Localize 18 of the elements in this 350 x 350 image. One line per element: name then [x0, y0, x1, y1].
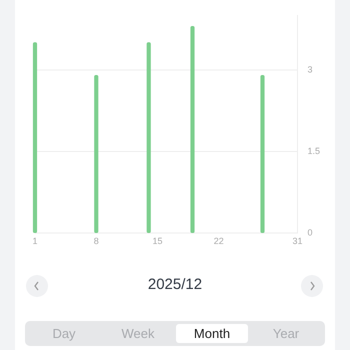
y-tick-label: 3	[307, 64, 313, 74]
y-tick-label: 0	[307, 228, 313, 238]
x-tick-label: 22	[214, 236, 224, 246]
text: Day	[51, 325, 77, 343]
y-tick-label: 1.5	[307, 146, 320, 156]
x-tick-label: 15	[152, 236, 163, 246]
text: Week	[120, 325, 156, 343]
bar	[260, 74, 265, 234]
x-tick-label: 8	[94, 236, 99, 246]
bar	[146, 42, 151, 234]
x-tick-label: 31	[292, 236, 302, 246]
text: 2025/12	[146, 276, 204, 293]
bar	[94, 74, 98, 234]
text: Year	[272, 325, 300, 343]
bar	[32, 42, 38, 234]
text: Month	[176, 324, 248, 343]
x-tick-label: 1	[32, 236, 38, 246]
bar	[190, 26, 195, 234]
